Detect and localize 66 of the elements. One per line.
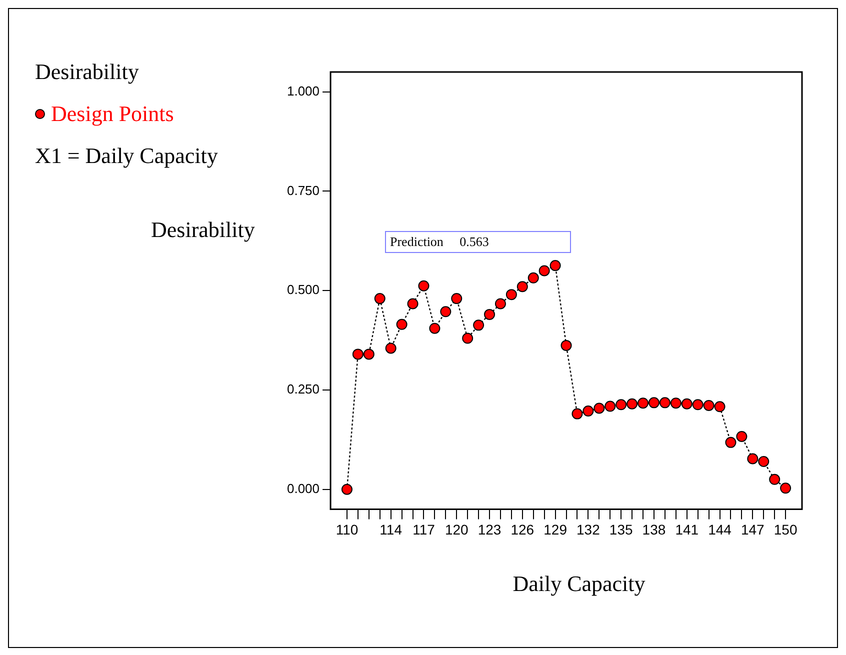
x-tick-label: 141 xyxy=(675,521,699,538)
point xyxy=(418,280,430,292)
point xyxy=(440,306,452,318)
x-tick-label: 110 xyxy=(336,521,358,538)
point xyxy=(560,340,572,351)
point xyxy=(473,320,484,331)
point xyxy=(747,453,758,464)
point xyxy=(374,293,386,304)
point xyxy=(506,289,517,300)
y-axis-title: Desirability xyxy=(151,217,255,243)
point xyxy=(396,318,408,330)
x-tick-label: 147 xyxy=(740,521,765,538)
x-tick-label: 123 xyxy=(478,521,502,538)
point xyxy=(703,400,714,411)
x-tick-label: 120 xyxy=(444,521,469,538)
point xyxy=(769,474,780,485)
point xyxy=(659,397,670,408)
point xyxy=(516,281,528,292)
point xyxy=(604,400,616,412)
x-tick-label: 114 xyxy=(380,521,402,538)
point xyxy=(528,272,539,284)
x-tick-label: 138 xyxy=(642,521,666,538)
point xyxy=(451,293,462,304)
point xyxy=(648,397,660,408)
legend-label: Design Points xyxy=(51,100,174,128)
x-tick-label: 135 xyxy=(609,521,633,538)
point xyxy=(385,342,396,354)
legend-title: Desirability xyxy=(35,58,140,86)
point xyxy=(484,308,496,320)
x-tick-label: 117 xyxy=(412,521,436,538)
point xyxy=(407,298,418,310)
point xyxy=(725,436,736,448)
point xyxy=(582,406,594,417)
y-tick-label: 0.000 xyxy=(286,480,320,496)
point xyxy=(550,260,561,272)
point xyxy=(494,298,506,310)
point xyxy=(572,408,583,420)
point xyxy=(780,482,792,494)
x-tick-label: 129 xyxy=(544,521,568,538)
x-axis-title: Daily Capacity xyxy=(512,571,646,597)
point xyxy=(638,398,649,409)
point xyxy=(594,402,605,414)
point xyxy=(616,399,627,410)
point xyxy=(429,322,440,334)
annotation: Prediction 0.563 xyxy=(385,231,571,253)
x-tick-label: 144 xyxy=(708,521,732,538)
x-tick-label: 150 xyxy=(774,521,798,538)
point xyxy=(363,348,374,360)
point xyxy=(538,265,550,276)
y-tick-label: 1.000 xyxy=(286,83,320,98)
point xyxy=(758,456,770,468)
y-tick-label: 0.500 xyxy=(286,282,320,298)
point xyxy=(341,484,352,495)
x-tick-label: 132 xyxy=(576,521,600,538)
point xyxy=(462,332,474,344)
y-tick-label: 0.250 xyxy=(286,382,320,397)
point xyxy=(736,430,748,442)
point xyxy=(626,398,638,410)
x-tick-label: 126 xyxy=(510,521,534,538)
point xyxy=(352,348,364,360)
text: X1 = Daily Capacity xyxy=(35,142,218,170)
y-tick-label: 0.750 xyxy=(286,182,320,198)
point xyxy=(681,398,692,410)
point xyxy=(714,401,726,412)
point xyxy=(670,398,682,409)
point xyxy=(692,399,704,410)
